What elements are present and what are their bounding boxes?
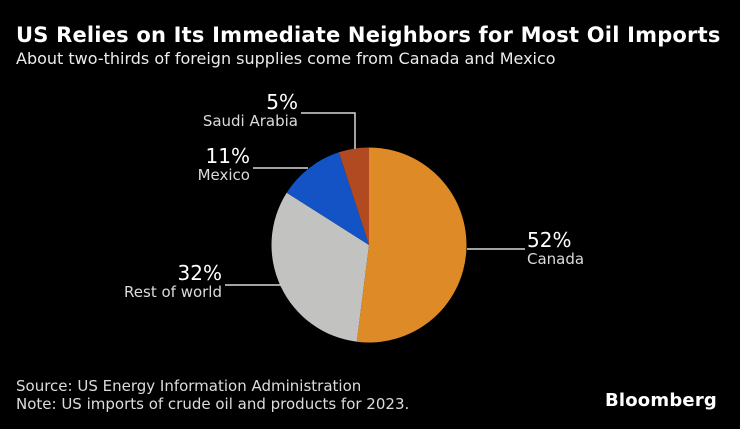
source-text: Source: US Energy Information Administra… [16, 377, 362, 395]
slice-pct: 32% [177, 261, 222, 285]
slice-name: Canada [527, 250, 585, 268]
note-text: Note: US imports of crude oil and produc… [16, 395, 410, 413]
chart-title: US Relies on Its Immediate Neighbors for… [16, 23, 721, 47]
slice-label-mexico: 11% Mexico [198, 145, 250, 184]
bloomberg-logo: Bloomberg [604, 390, 717, 411]
leader-line-saudi-arabia [301, 112, 356, 149]
slice-name: Rest of world [124, 283, 222, 301]
slice-pct: 11% [205, 144, 250, 168]
slice-name: Mexico [197, 166, 250, 184]
slice-label-canada: 52% Canada [527, 229, 584, 268]
slice-name: Saudi Arabia [202, 112, 298, 130]
pie-slice-canada [356, 147, 467, 343]
pie-slice-rest-of-world [271, 192, 369, 342]
pie-slice-saudi-arabia [338, 147, 369, 245]
slice-label-rest-of-world: 32% Rest of world [124, 262, 222, 301]
chart-subtitle: About two-thirds of foreign supplies com… [16, 49, 556, 68]
slice-label-saudi-arabia: 5% Saudi Arabia [203, 91, 298, 130]
slice-pct: 5% [266, 90, 298, 114]
pie-slice-mexico [286, 152, 369, 245]
slice-pct: 52% [527, 228, 572, 252]
